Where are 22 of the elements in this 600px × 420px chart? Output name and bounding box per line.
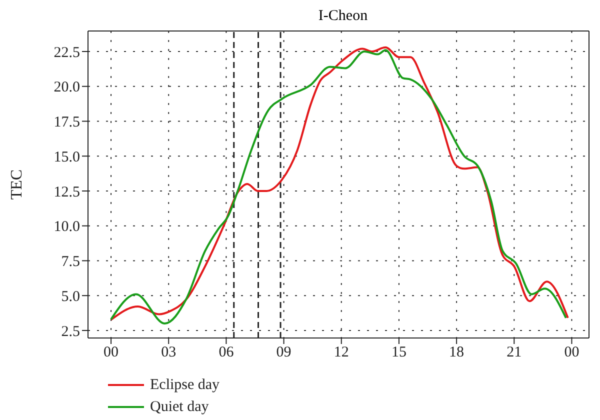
x-tick-label: 06 <box>218 344 234 361</box>
y-tick-label: 20.0 <box>54 80 80 96</box>
y-tick-label: 15.0 <box>54 149 80 166</box>
y-tick-label: 7.5 <box>61 254 80 270</box>
x-tick-label: 18 <box>449 344 464 361</box>
y-tick-label: 10.0 <box>54 219 80 236</box>
legend-label: Quiet day <box>150 398 209 416</box>
x-tick-label: 09 <box>276 344 292 361</box>
y-axis-title: TEC <box>8 169 26 200</box>
y-tick-label: 5.0 <box>61 288 80 305</box>
x-tick-label: 00 <box>564 344 580 361</box>
x-tick-label: 21 <box>506 344 522 361</box>
x-tick-label: 00 <box>104 344 119 361</box>
y-tick-label: 22.5 <box>54 44 80 61</box>
x-tick-label: 03 <box>161 344 176 361</box>
x-tick-label: 12 <box>334 344 349 361</box>
y-tick-label: 17.5 <box>54 114 80 131</box>
x-tick-label: 15 <box>391 344 406 361</box>
y-tick-label: 2.5 <box>61 324 80 340</box>
chart-title: I-Cheon <box>317 8 369 26</box>
legend-label: Eclipse day <box>150 376 220 394</box>
y-tick-label: 12.5 <box>54 184 80 200</box>
